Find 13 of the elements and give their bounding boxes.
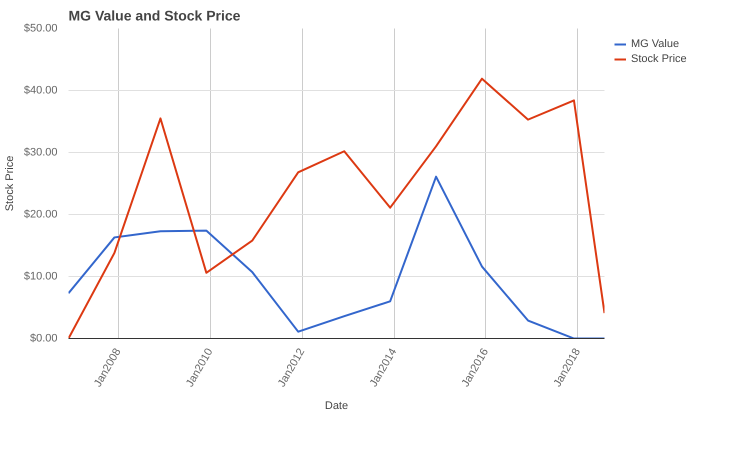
legend-label: MG Value	[631, 38, 680, 50]
y-tick-label: $40.00	[24, 84, 58, 96]
line-series	[68, 176, 604, 338]
y-tick-label: $30.00	[24, 146, 58, 158]
y-axis-title: Stock Price	[4, 156, 16, 212]
line-series	[68, 78, 604, 338]
y-tick-label: $50.00	[24, 22, 58, 34]
y-tick-label: $20.00	[24, 208, 58, 220]
legend-label: Stock Price	[631, 53, 687, 65]
x-axis-title: Date	[324, 400, 348, 412]
y-tick-label: $10.00	[24, 270, 58, 282]
y-tick-label: $0.00	[30, 332, 58, 344]
chart-title: MG Value and Stock Price	[68, 8, 241, 24]
